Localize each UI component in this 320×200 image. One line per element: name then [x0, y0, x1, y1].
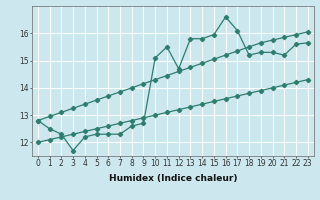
X-axis label: Humidex (Indice chaleur): Humidex (Indice chaleur) [108, 174, 237, 183]
